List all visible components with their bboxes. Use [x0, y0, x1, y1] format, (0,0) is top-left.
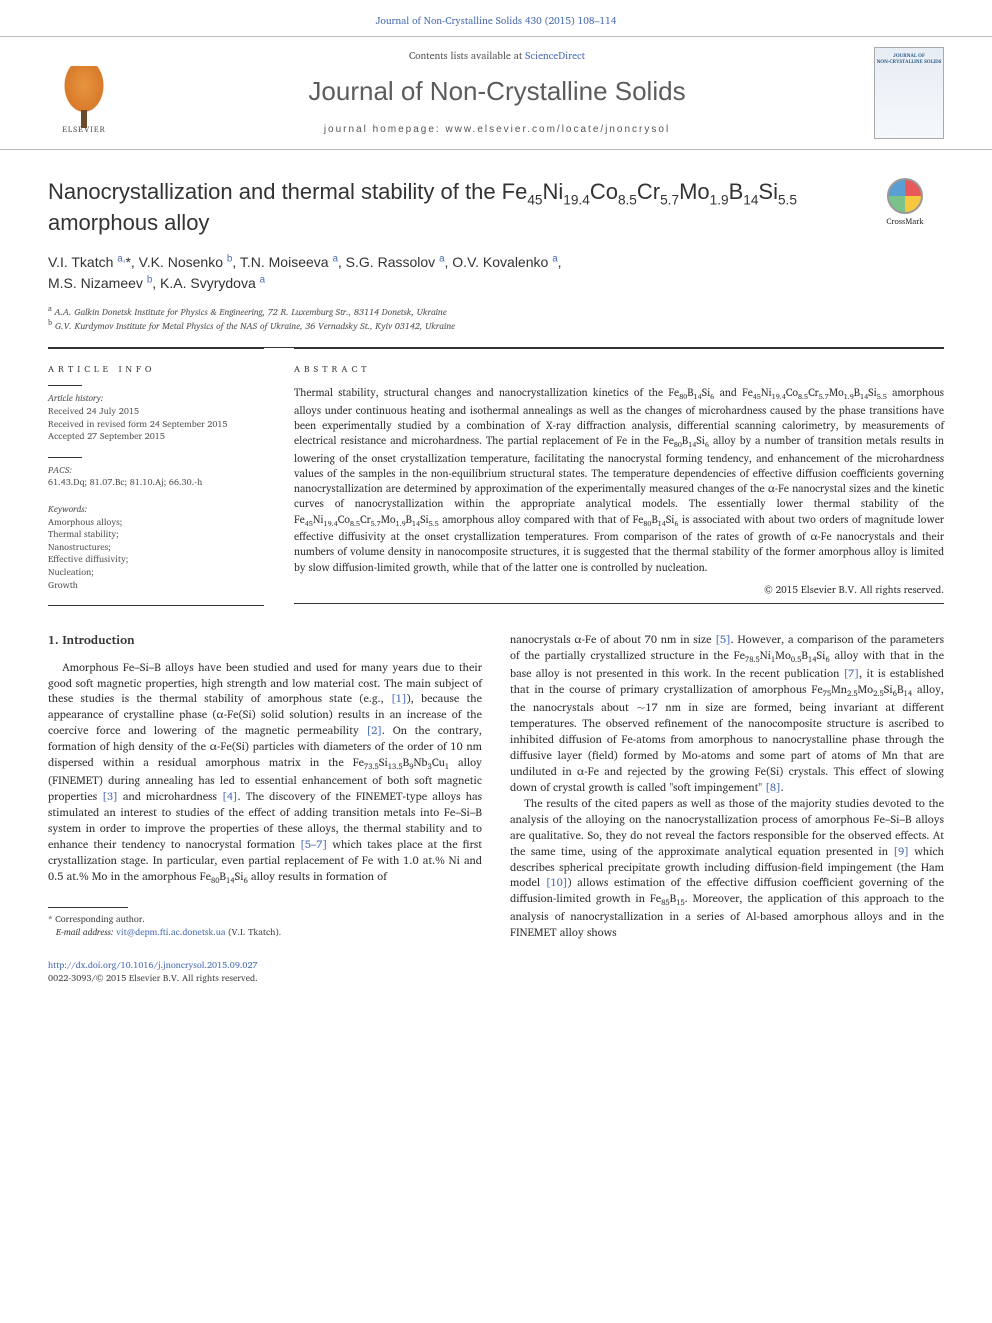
affiliation-b: b G.V. Kurdymov Institute for Metal Phys…: [48, 318, 944, 333]
rule: [294, 603, 944, 604]
intro-para-3: The results of the cited papers as well …: [510, 796, 944, 942]
abstract-text: Thermal stability, structural changes an…: [294, 385, 944, 574]
abstract-column: ABSTRACT Thermal stability, structural c…: [294, 348, 944, 605]
email-suffix: (V.I. Tkatch).: [226, 924, 282, 939]
running-head: Journal of Non-Crystalline Solids 430 (2…: [0, 0, 992, 36]
crossmark-badge[interactable]: CrossMark: [866, 178, 944, 227]
abstract-heading: ABSTRACT: [294, 363, 944, 376]
issn-line: 0022-3093/© 2015 Elsevier B.V. All right…: [48, 970, 258, 985]
article-main: Nanocrystallization and thermal stabilit…: [0, 150, 992, 941]
affiliations: a A.A. Galkin Donetsk Institute for Phys…: [48, 304, 944, 333]
abstract-copyright: © 2015 Elsevier B.V. All rights reserved…: [294, 583, 944, 597]
crossmark-label: CrossMark: [886, 214, 923, 228]
ref-link[interactable]: [5]: [715, 630, 731, 648]
footnote-rule: [48, 907, 128, 908]
keyword: Growth: [48, 577, 78, 592]
crossmark-icon: [887, 178, 923, 214]
ref-link[interactable]: [2]: [367, 721, 383, 739]
article-info-column: ARTICLE INFO Article history: Received 2…: [48, 348, 264, 605]
email-label: E-mail address:: [56, 924, 116, 939]
cover-title-line2: NON-CRYSTALLINE SOLIDS: [877, 60, 942, 66]
ref-link[interactable]: [7]: [844, 664, 860, 682]
author-list: V.I. Tkatch a,*, V.K. Nosenko b, T.N. Mo…: [48, 252, 944, 294]
corr-email-link[interactable]: vit@depm.fti.ac.donetsk.ua: [116, 924, 225, 939]
ref-link[interactable]: [9]: [893, 842, 909, 860]
contents-available-line: Contents lists available at ScienceDirec…: [148, 49, 846, 63]
running-head-text[interactable]: Journal of Non-Crystalline Solids 430 (2…: [376, 13, 617, 29]
article-info-heading: ARTICLE INFO: [48, 363, 264, 376]
ref-link[interactable]: [3]: [102, 787, 118, 805]
elsevier-tree-icon: [57, 66, 111, 122]
history-accepted: Accepted 27 September 2015: [48, 428, 165, 443]
corresponding-footnote: * Corresponding author. E-mail address: …: [48, 912, 482, 938]
journal-name: Journal of Non-Crystalline Solids: [148, 73, 846, 109]
body-two-column: 1. Introduction Amorphous Fe–Si–B alloys…: [48, 632, 944, 941]
page-footer: http://dx.doi.org/10.1016/j.jnoncrysol.2…: [0, 941, 992, 1014]
intro-para-1: Amorphous Fe–Si–B alloys have been studi…: [48, 660, 482, 887]
ref-link[interactable]: [1]: [391, 689, 407, 707]
ref-link[interactable]: [10]: [546, 873, 568, 891]
ref-link[interactable]: [5–7]: [300, 835, 327, 853]
right-column: nanocrystals α-Fe of about 70 nm in size…: [510, 632, 944, 941]
pacs-block: PACS: 61.43.Dq; 81.07.Bc; 81.10.Aj; 66.3…: [48, 464, 264, 489]
keywords-block: Keywords: Amorphous alloys; Thermal stab…: [48, 503, 264, 591]
elsevier-logo: ELSEVIER: [48, 51, 120, 135]
article-history-block: Article history: Received 24 July 2015 R…: [48, 392, 264, 442]
pacs-values: 61.43.Dq; 81.07.Bc; 81.10.Aj; 66.30.-h: [48, 474, 202, 489]
rule: [48, 605, 264, 606]
journal-cover-thumbnail: JOURNAL OF NON-CRYSTALLINE SOLIDS: [874, 47, 944, 139]
ref-link[interactable]: [4]: [222, 787, 238, 805]
info-abstract-row: ARTICLE INFO Article history: Received 2…: [48, 348, 944, 605]
sciencedirect-link[interactable]: ScienceDirect: [525, 48, 585, 64]
header-center: Contents lists available at ScienceDirec…: [148, 49, 846, 137]
journal-homepage-line: journal homepage: www.elsevier.com/locat…: [148, 123, 846, 137]
left-column: 1. Introduction Amorphous Fe–Si–B alloys…: [48, 632, 482, 941]
intro-para-2: nanocrystals α-Fe of about 70 nm in size…: [510, 632, 944, 796]
journal-header: ELSEVIER Contents lists available at Sci…: [0, 36, 992, 150]
title-row: Nanocrystallization and thermal stabilit…: [48, 178, 944, 238]
intro-heading: 1. Introduction: [48, 632, 482, 649]
article-title: Nanocrystallization and thermal stabilit…: [48, 178, 854, 238]
affiliation-a: a A.A. Galkin Donetsk Institute for Phys…: [48, 304, 944, 319]
